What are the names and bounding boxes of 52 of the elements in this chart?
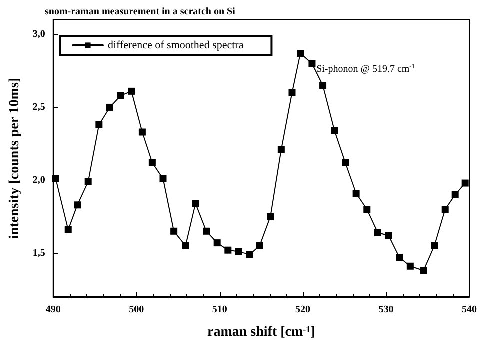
x-tick-label: 510 [212,304,228,316]
point [320,82,327,90]
point [452,191,459,198]
y-tick-label: 1,5 [32,248,46,259]
point [267,213,274,220]
legend-label: difference of smoothed spectra [108,40,244,52]
point [364,206,371,214]
point [235,248,242,256]
point [308,60,316,68]
point [342,159,349,166]
point [64,226,72,234]
point [278,146,285,154]
x-tick-label: 540 [462,304,477,316]
point [138,128,146,136]
x-tick-label: 520 [296,304,311,316]
point [106,104,114,111]
point [431,242,438,250]
y-axis-title: intensity [counts per 10ms] [8,78,22,240]
point [256,242,264,250]
point [214,240,221,247]
point [170,228,178,235]
point [374,229,382,236]
point [246,251,254,258]
x-tick-label: 490 [46,304,61,316]
point [128,88,136,95]
point [420,267,428,274]
point [406,262,414,270]
point [117,92,124,100]
point [224,246,232,254]
point [462,180,469,187]
point [192,200,200,208]
point [52,175,60,182]
chart-title: snom-raman measurement in a scratch on Si [45,6,236,18]
x-tick-label: 500 [129,304,144,316]
point [74,202,82,209]
point [297,50,304,58]
point [442,206,449,214]
x-tick-label: 530 [378,304,394,316]
point [160,175,167,182]
point [182,242,190,250]
point [203,228,210,235]
point [396,254,404,262]
y-tick-label: 2,5 [32,102,46,113]
point [331,127,338,134]
point [288,89,296,96]
point [148,159,156,166]
y-tick-label: 3,0 [32,29,46,40]
point [385,232,392,240]
y-tick-label: 2,0 [32,174,46,186]
point [352,190,360,197]
point [96,121,103,128]
point [84,178,92,186]
